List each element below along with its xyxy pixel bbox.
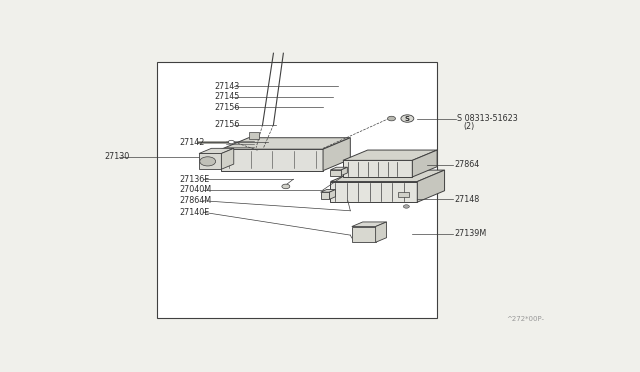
Text: S: S <box>405 116 410 122</box>
Circle shape <box>401 115 414 122</box>
Polygon shape <box>412 150 437 177</box>
Polygon shape <box>352 222 387 227</box>
Bar <box>248 132 259 139</box>
Bar <box>157 62 437 318</box>
Text: 27864: 27864 <box>454 160 480 169</box>
Text: 27130: 27130 <box>105 153 130 161</box>
Polygon shape <box>323 138 350 171</box>
Text: 27142: 27142 <box>179 138 205 147</box>
Polygon shape <box>352 227 376 242</box>
Polygon shape <box>199 148 234 154</box>
Text: 27156: 27156 <box>214 103 239 112</box>
Circle shape <box>403 205 410 208</box>
Polygon shape <box>343 150 437 160</box>
Text: 27864M: 27864M <box>179 196 211 205</box>
Polygon shape <box>221 149 323 171</box>
Polygon shape <box>199 154 221 169</box>
Polygon shape <box>330 182 417 202</box>
Text: ^272*00P-: ^272*00P- <box>506 317 544 323</box>
Text: 27040M: 27040M <box>179 185 211 194</box>
Polygon shape <box>330 167 348 170</box>
Polygon shape <box>341 167 348 176</box>
Text: 27140E: 27140E <box>179 208 209 217</box>
Text: 27145: 27145 <box>214 92 239 101</box>
Bar <box>399 192 410 197</box>
Circle shape <box>200 157 216 166</box>
Polygon shape <box>330 170 445 182</box>
Text: 27139M: 27139M <box>454 229 487 238</box>
Text: S 08313-51623: S 08313-51623 <box>457 114 518 123</box>
Polygon shape <box>330 170 341 176</box>
Polygon shape <box>221 148 234 169</box>
Text: 27148: 27148 <box>454 195 480 204</box>
Polygon shape <box>221 138 350 149</box>
Circle shape <box>228 140 234 144</box>
Polygon shape <box>330 190 335 199</box>
Circle shape <box>388 116 396 121</box>
Polygon shape <box>321 190 335 192</box>
Circle shape <box>282 184 290 189</box>
Text: 27156: 27156 <box>214 121 239 129</box>
Text: 27136E: 27136E <box>179 175 209 184</box>
Text: 27143: 27143 <box>214 82 239 91</box>
Polygon shape <box>376 222 387 242</box>
Polygon shape <box>321 192 330 199</box>
Text: (2): (2) <box>463 122 475 131</box>
Polygon shape <box>343 160 412 177</box>
Polygon shape <box>417 170 445 202</box>
